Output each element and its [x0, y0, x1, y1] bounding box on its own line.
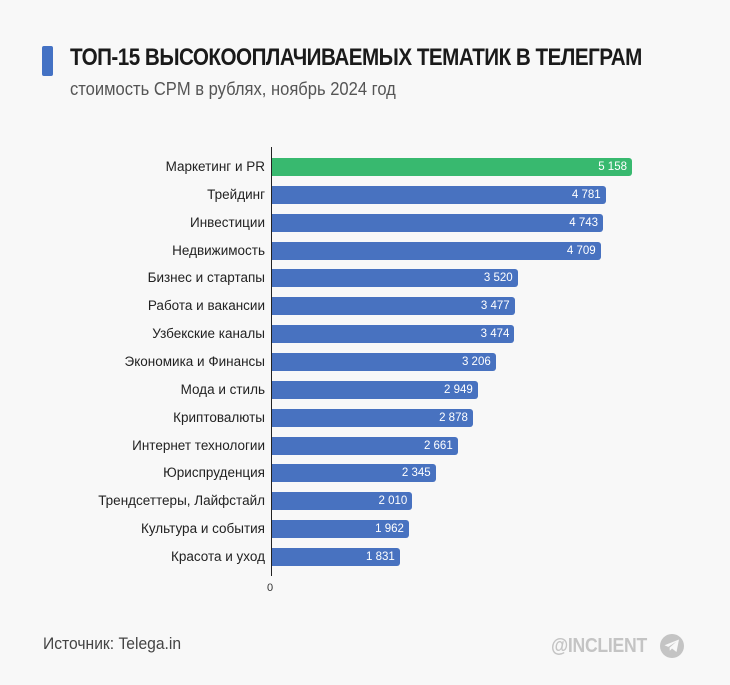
- chart-subtitle: стоимость CPM в рублях, ноябрь 2024 год: [70, 79, 396, 99]
- category-label: Юриспруденция: [163, 465, 265, 481]
- value-label: 3 520: [483, 272, 513, 285]
- value-label: 2 878: [439, 411, 468, 424]
- bar-row: Экономика и Финансы 3 206: [0, 353, 730, 372]
- category-label: Экономика и Финансы: [124, 354, 265, 370]
- bar: 3 474: [272, 325, 515, 344]
- chart-title: ТОП-15 ВЫСОКООПЛАЧИВАЕМЫХ ТЕМАТИК В ТЕЛЕ…: [70, 44, 642, 71]
- bar-row: Культура и события 1 962: [0, 520, 730, 539]
- category-label: Трендсеттеры, Лайфстайл: [98, 493, 265, 509]
- bar: 3 520: [272, 269, 518, 288]
- value-label: 2 661: [423, 439, 453, 452]
- bar-row: Бизнес и стартапы 3 520: [0, 269, 730, 288]
- category-label: Культура и события: [140, 521, 265, 537]
- category-label: Работа и вакансии: [147, 298, 265, 314]
- bar-row: Работа и вакансии 3 477: [0, 297, 730, 316]
- bar-row: Криптовалюты 2 878: [0, 408, 730, 427]
- bar: 1 962: [272, 520, 409, 539]
- bar-row: Недвижимость 4 709: [0, 241, 730, 260]
- bar: 2 010: [272, 492, 413, 511]
- bar-row: Мода и стиль 2 949: [0, 380, 730, 399]
- value-label: 3 206: [461, 356, 491, 369]
- category-label: Красота и уход: [170, 549, 265, 565]
- bar: 1 831: [272, 548, 400, 567]
- source-note: Источник: Telega.in: [43, 634, 182, 653]
- category-label: Интернет технологии: [132, 437, 265, 453]
- bar: 2 949: [272, 380, 478, 399]
- value-label: 5 158: [598, 161, 627, 173]
- bar: 4 709: [272, 241, 601, 260]
- bar-row: Инвестиции 4 743: [0, 213, 730, 232]
- value-label: 3 477: [480, 300, 510, 313]
- bar: 3 206: [272, 353, 496, 372]
- bar: 2 345: [272, 464, 436, 483]
- category-label: Трейдинг: [207, 186, 265, 202]
- bar: 2 878: [272, 408, 473, 427]
- bar-row: Маркетинг и PR 5 158: [0, 158, 730, 176]
- value-label: 4 709: [566, 244, 596, 257]
- value-label: 4 781: [571, 188, 601, 201]
- bar: 5 158: [272, 158, 632, 176]
- telegram-icon: [660, 634, 684, 658]
- category-label: Узбекские каналы: [152, 326, 265, 342]
- bar-row: Интернет технологии 2 661: [0, 436, 730, 455]
- bar: 3 477: [272, 297, 515, 316]
- value-label: 2 010: [378, 495, 408, 508]
- bar-row: Трейдинг 4 781: [0, 185, 730, 204]
- category-label: Мода и стиль: [180, 381, 265, 397]
- bar-row: Юриспруденция 2 345: [0, 464, 730, 483]
- y-axis-line: [271, 147, 272, 576]
- x-axis-zero-label: 0: [267, 582, 274, 594]
- bar-row: Красота и уход 1 831: [0, 548, 730, 567]
- bar: 2 661: [272, 436, 458, 455]
- category-label: Маркетинг и PR: [165, 159, 265, 174]
- value-label: 2 345: [401, 467, 431, 480]
- bar-row: Трендсеттеры, Лайфстайл 2 010: [0, 492, 730, 511]
- value-label: 1 831: [366, 551, 395, 564]
- value-label: 4 743: [569, 216, 599, 229]
- category-label: Инвестиции: [190, 214, 265, 230]
- category-label: Криптовалюты: [173, 409, 265, 425]
- value-label: 2 949: [444, 383, 473, 396]
- value-label: 3 474: [480, 328, 510, 341]
- bar-row: Узбекские каналы 3 474: [0, 325, 730, 344]
- brand-handle: @INCLIENT: [551, 635, 647, 657]
- bar: 4 743: [272, 213, 604, 232]
- bar: 4 781: [272, 185, 606, 204]
- title-accent-bar: [42, 46, 53, 76]
- value-label: 1 962: [375, 523, 404, 536]
- category-label: Недвижимость: [172, 242, 265, 258]
- category-label: Бизнес и стартапы: [147, 270, 265, 286]
